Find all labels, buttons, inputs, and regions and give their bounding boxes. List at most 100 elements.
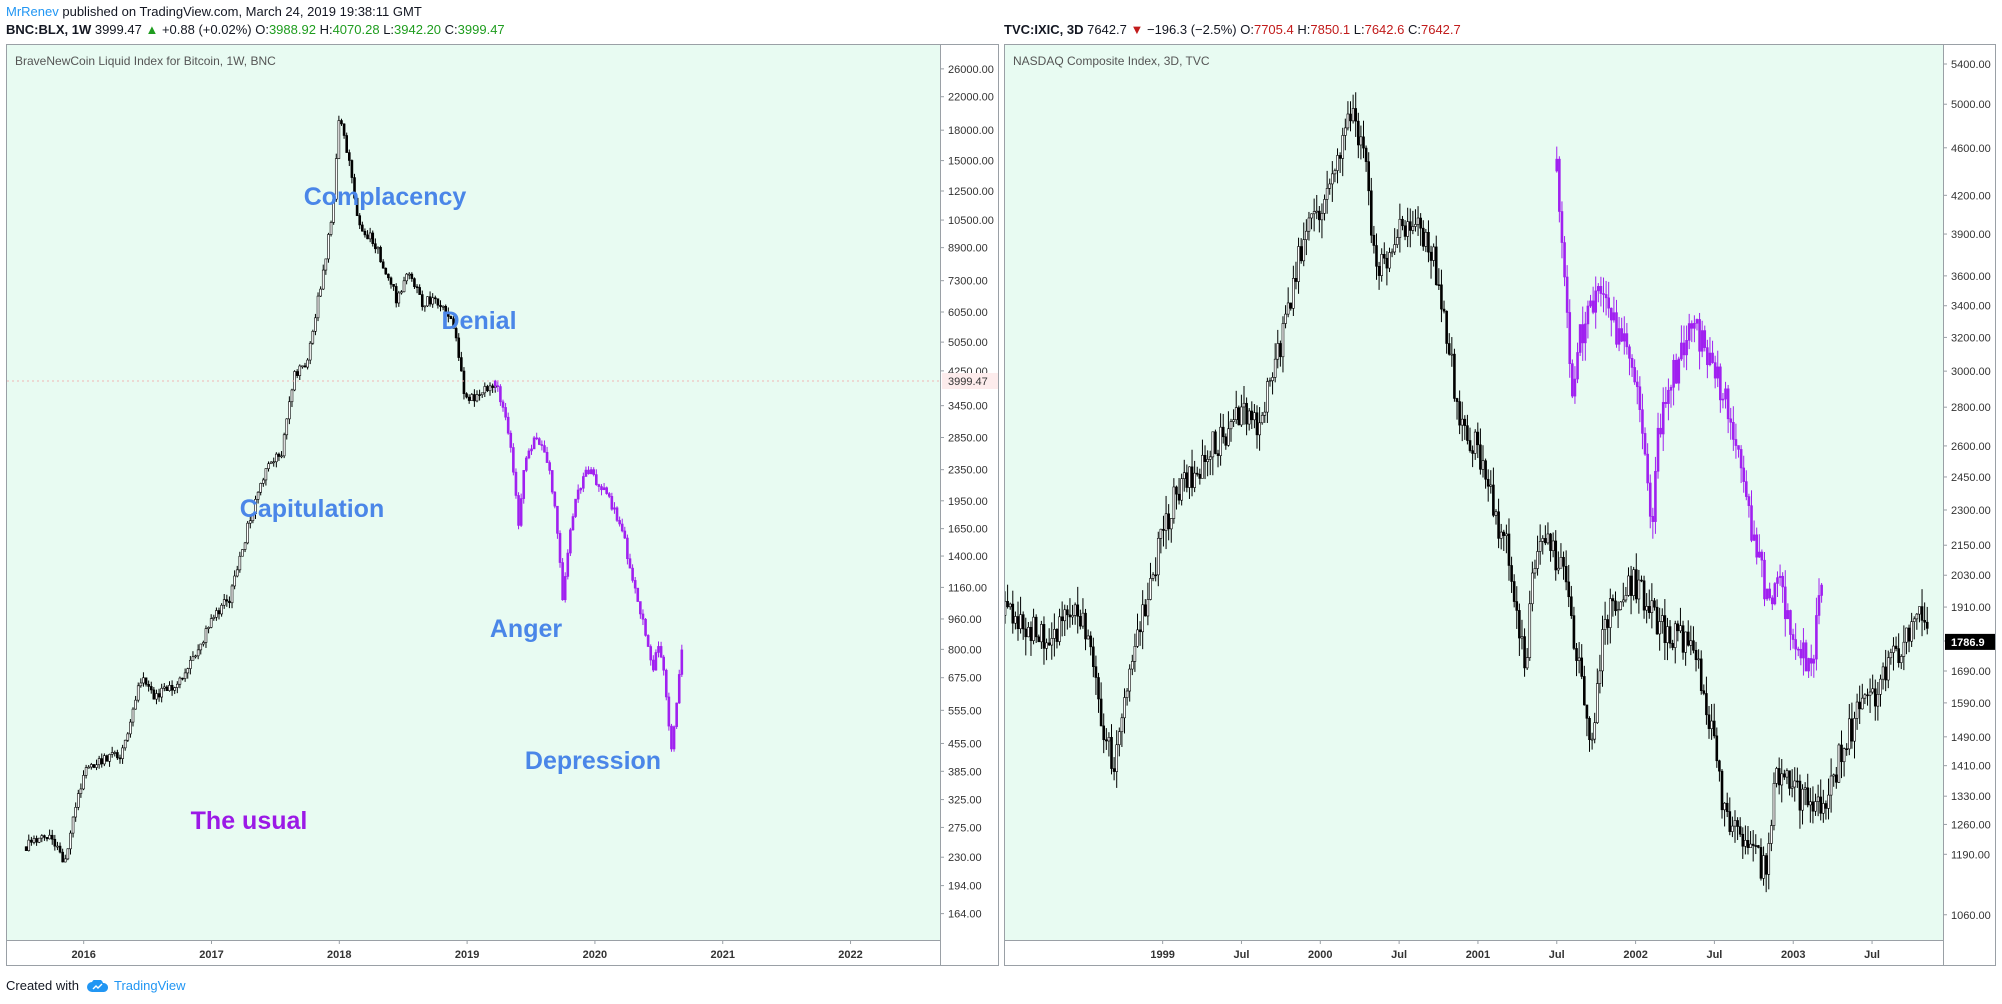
candle-body xyxy=(1320,213,1324,221)
y-tick-label: 6050.00 xyxy=(948,307,988,319)
candle-body xyxy=(139,682,143,687)
candle-body xyxy=(1668,626,1672,644)
candle-body xyxy=(1273,358,1277,378)
candle-body xyxy=(428,296,432,305)
candle-body xyxy=(1154,574,1157,577)
candle-body xyxy=(1393,244,1396,253)
y-tick-label: 555.00 xyxy=(948,705,982,717)
candle-body xyxy=(1804,642,1808,672)
candle-body xyxy=(1175,486,1178,495)
candle-body xyxy=(1710,720,1713,729)
candle-body xyxy=(1572,615,1576,649)
candle-body xyxy=(1651,516,1655,522)
candle-body xyxy=(334,158,338,200)
candle-body xyxy=(1357,120,1360,146)
left-chart-panel[interactable]: BraveNewCoin Liquid Index for Bitcoin, 1… xyxy=(6,44,999,966)
candle-body xyxy=(602,487,606,491)
candle-body xyxy=(1086,635,1090,640)
chart-title: NASDAQ Composite Index, 3D, TVC xyxy=(1013,54,1210,68)
candle-body xyxy=(1637,579,1641,600)
candle-body xyxy=(410,273,414,279)
candle-body xyxy=(1799,648,1803,659)
candle-body xyxy=(527,450,531,459)
candle-body xyxy=(50,834,54,840)
candle-body xyxy=(1510,565,1513,582)
candle-body xyxy=(69,832,72,850)
candle-body xyxy=(1419,217,1422,229)
candle-body xyxy=(1755,534,1758,558)
left-ticker: BNC:BLX, 1W 3999.47 ▲ +0.88 (+0.02%) O:3… xyxy=(6,22,505,37)
tradingview-link[interactable]: TradingView xyxy=(114,978,186,993)
candle-body xyxy=(1037,636,1041,643)
candle-body xyxy=(1643,433,1647,455)
candle-body xyxy=(1596,683,1599,724)
candle-body xyxy=(56,845,59,848)
candle-body xyxy=(1902,641,1906,657)
candle-body xyxy=(1749,843,1752,848)
candle-body xyxy=(592,469,596,475)
candle-body xyxy=(1159,528,1163,539)
plot-background[interactable] xyxy=(7,45,940,940)
y-tick-label: 3400.00 xyxy=(1951,301,1991,313)
y-tick-label: 5050.00 xyxy=(948,337,988,349)
candle-body xyxy=(1076,604,1080,617)
candle-body xyxy=(220,604,223,615)
candle-body xyxy=(1268,380,1272,382)
left-low-label: L: xyxy=(383,22,395,37)
right-chart-panel[interactable]: NASDAQ Composite Index, 3D, TVC 5400.00 50… xyxy=(1003,44,1996,966)
candle-body xyxy=(1633,367,1636,383)
y-tick-label: 4600.00 xyxy=(1951,143,1991,155)
candle-body xyxy=(1733,820,1737,827)
annotation-label: Capitulation xyxy=(240,495,384,523)
y-tick-label: 2800.00 xyxy=(1951,402,1991,414)
left-chart[interactable]: BraveNewCoin Liquid Index for Bitcoin, 1… xyxy=(7,45,998,965)
candle-body xyxy=(1403,225,1407,237)
candle-body xyxy=(1105,739,1108,742)
candle-body xyxy=(420,294,424,307)
right-change: −196.3 (−2.5%) xyxy=(1146,22,1237,37)
candle-body xyxy=(662,656,665,671)
x-tick-label: 2020 xyxy=(583,949,607,961)
candle-body xyxy=(1286,302,1290,315)
candle-body xyxy=(532,437,536,450)
plot-background[interactable] xyxy=(1005,45,1943,940)
candle-body xyxy=(1557,567,1560,571)
candle-body xyxy=(1253,412,1256,421)
candle-body xyxy=(222,599,226,606)
candle-body xyxy=(1123,697,1126,719)
candle-body xyxy=(173,687,177,691)
candle-body xyxy=(1606,619,1610,628)
candle-body xyxy=(337,120,341,159)
candle-body xyxy=(1768,588,1771,599)
candle-body xyxy=(641,613,645,620)
candle-body xyxy=(1614,600,1617,612)
candle-body xyxy=(1923,620,1926,623)
candle-body xyxy=(1284,313,1287,324)
candle-body xyxy=(1445,310,1448,344)
candle-body xyxy=(1216,453,1220,456)
candle-body xyxy=(165,686,169,692)
tradingview-logo-icon xyxy=(86,980,108,993)
candle-body xyxy=(1266,381,1269,413)
author-link[interactable]: MrRenev xyxy=(6,4,59,19)
candle-body xyxy=(306,359,309,368)
candle-body xyxy=(228,600,231,604)
left-last: 3999.47 xyxy=(94,22,142,37)
candle-body xyxy=(1682,342,1686,356)
candle-body xyxy=(1912,618,1916,622)
candle-body xyxy=(1680,342,1683,360)
candle-body xyxy=(1697,658,1700,661)
series-projection xyxy=(1555,146,1823,678)
candle-body xyxy=(1791,634,1795,640)
candle-body xyxy=(680,649,684,675)
candle-body xyxy=(1794,639,1797,650)
candle-body xyxy=(82,775,85,790)
candle-body xyxy=(233,575,236,587)
candle-body xyxy=(1770,597,1774,605)
right-chart[interactable]: NASDAQ Composite Index, 3D, TVC 5400.00 50… xyxy=(1003,45,1995,965)
y-tick-label: 194.00 xyxy=(948,881,982,893)
candle-body xyxy=(1081,612,1085,627)
down-arrow-icon: ▼ xyxy=(1130,22,1144,37)
candle-body xyxy=(1604,294,1608,299)
candle-body xyxy=(1006,601,1009,608)
